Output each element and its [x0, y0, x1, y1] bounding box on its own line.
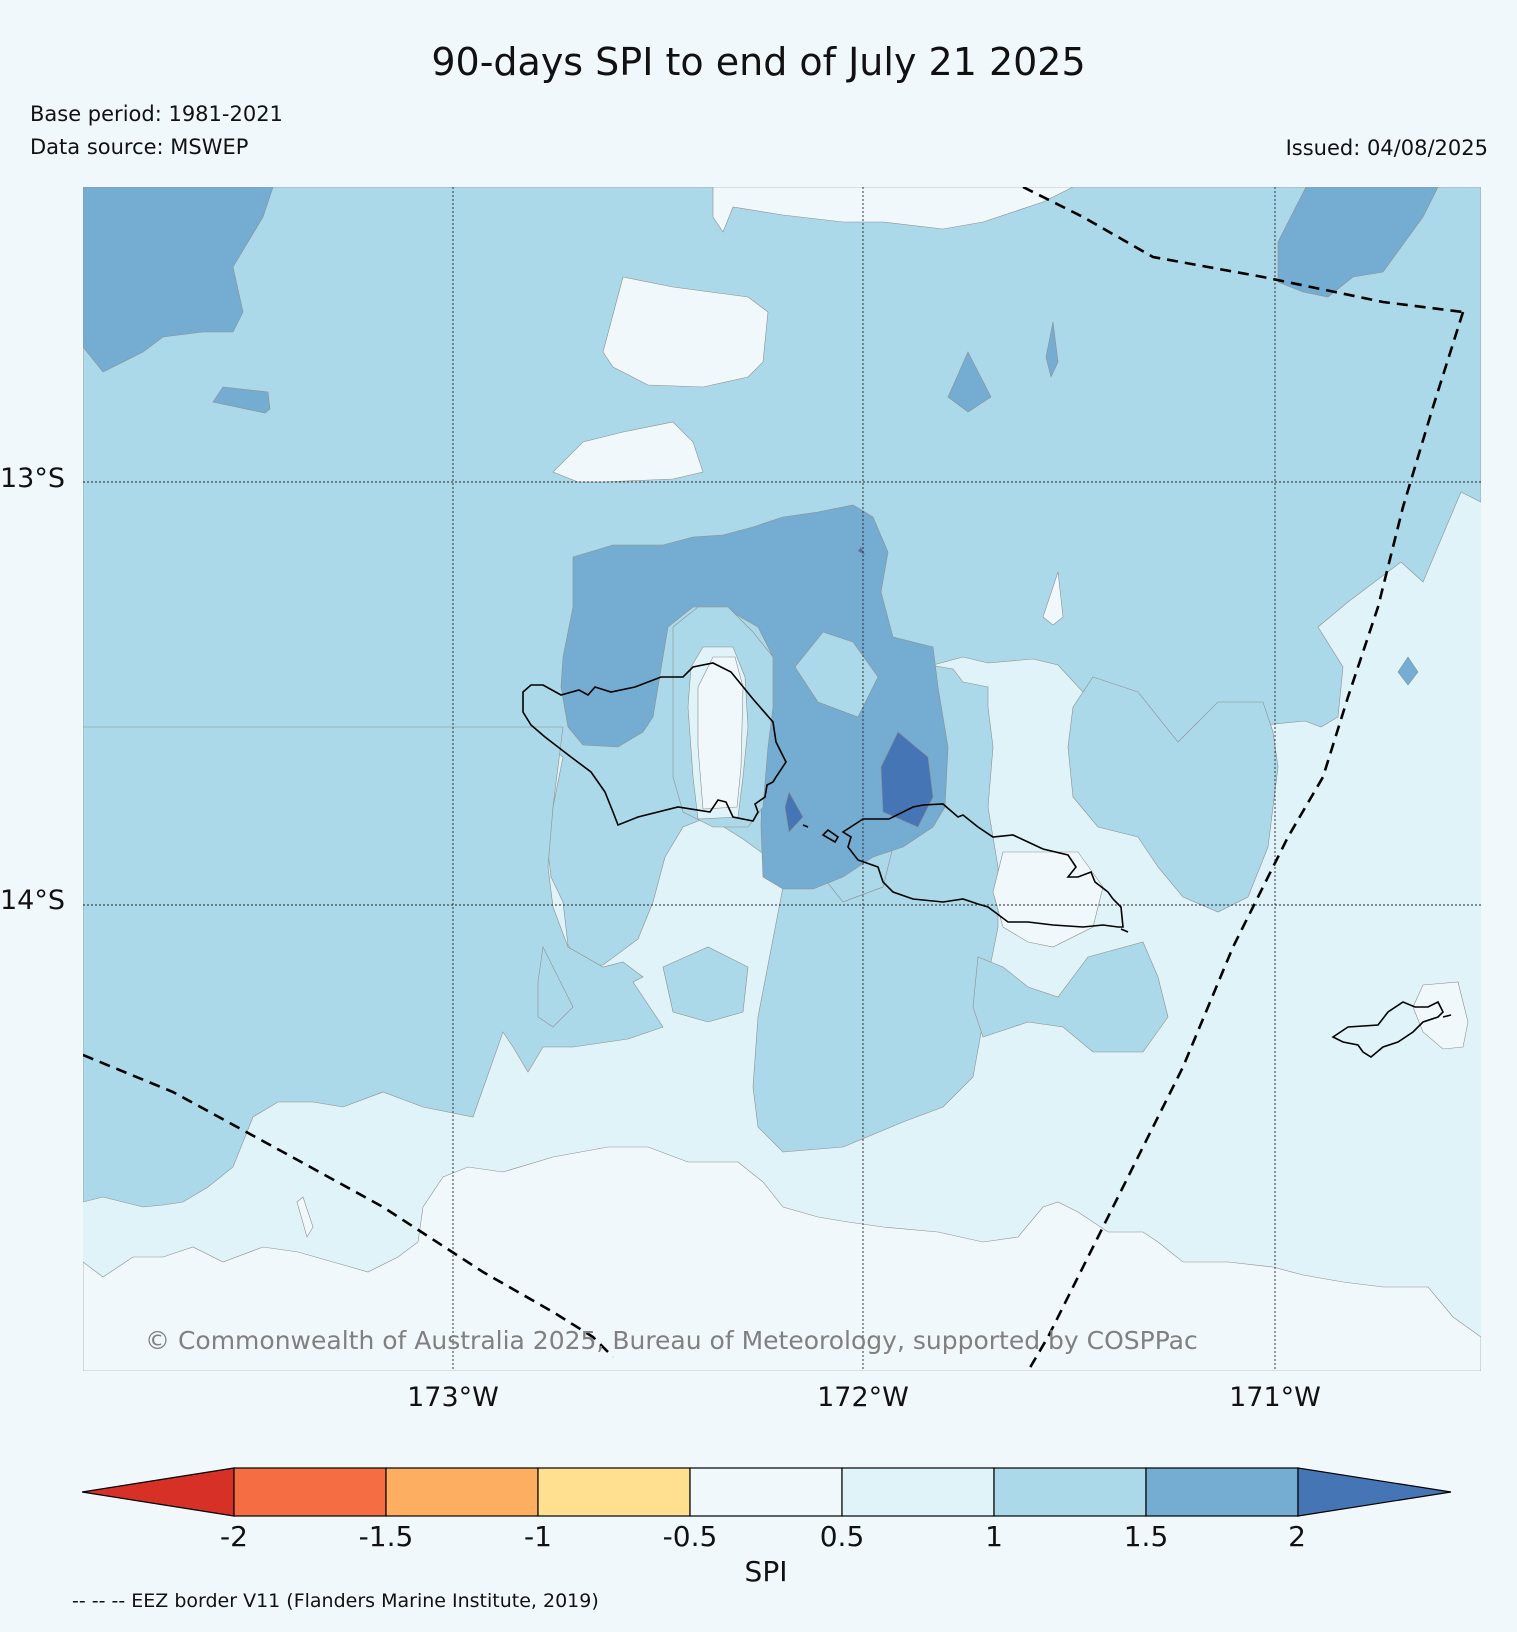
colorbar-segment: [233, 1467, 387, 1517]
spi-zone-1p5-2-spot2: [1045, 321, 1059, 378]
spi-zone-lt0p5-south: [83, 1146, 1481, 1371]
base-period: Base period: 1981-2021: [30, 102, 283, 126]
spi-zone-lt0p5-e: [992, 851, 1104, 948]
lon-label-173w: 173°W: [407, 1382, 499, 1413]
colorbar-tick-label: -1.5: [358, 1520, 414, 1553]
colorbar-tick-label: 1.5: [1123, 1520, 1169, 1553]
colorbar-segment: [993, 1467, 1147, 1517]
spi-zone-lt0p5-a: [602, 276, 769, 388]
spi-zone-lt0p5-d: [1042, 571, 1064, 626]
colorbar-segment: [537, 1467, 691, 1517]
colorbar-tick-label: 1: [985, 1520, 1003, 1553]
colorbar-segment: [1145, 1467, 1299, 1517]
spi-colorbar: [82, 1467, 1452, 1517]
colorbar-title: SPI: [744, 1555, 788, 1588]
lon-label-171w: 171°W: [1229, 1382, 1321, 1413]
coastline-tutuila: [1331, 1000, 1452, 1058]
spi-zone-1-1p5-inner2: [794, 631, 879, 718]
colorbar-tick-label: -2: [220, 1520, 248, 1553]
spi-zone-1-1p5-south1: [972, 941, 1169, 1053]
spi-zone-1p5-2-spot3: [1397, 656, 1419, 686]
lat-label-14s: 14°S: [0, 885, 65, 916]
coastline-samoa: [522, 662, 1129, 933]
colorbar-tick-label: -1: [524, 1520, 552, 1553]
spi-zone-gt2-a: [880, 731, 934, 828]
eez-footnote: -- -- -- EEZ border V11 (Flanders Marine…: [72, 1590, 599, 1612]
spi-zone-1p5-2-spot: [947, 351, 992, 413]
lon-label-172w: 172°W: [817, 1382, 909, 1413]
colorbar-tick-label: 2: [1288, 1520, 1306, 1553]
issued-date: Issued: 04/08/2025: [1285, 136, 1488, 160]
colorbar-tick-label: 0.5: [819, 1520, 865, 1553]
data-source: Data source: MSWEP: [30, 135, 249, 159]
spi-zone-1-1p5-west: [83, 726, 664, 1208]
colorbar-segment: [689, 1467, 843, 1517]
spi-zone-1-1p5-east: [1067, 676, 1279, 913]
lat-label-13s: 13°S: [0, 463, 65, 494]
colorbar-segment: [385, 1467, 539, 1517]
map-title: 90-days SPI to end of July 21 2025: [431, 40, 1086, 84]
spi-zone-1p5-2-nw-small: [212, 386, 271, 414]
colorbar-segment: [82, 1467, 235, 1517]
spi-zone-1p5-2-nw: [83, 187, 274, 373]
copyright-text: © Commonwealth of Australia 2025, Bureau…: [145, 1326, 1198, 1355]
spi-map: © Commonwealth of Australia 2025, Bureau…: [83, 187, 1481, 1371]
spi-zone-1p5-2-ne: [1277, 187, 1439, 298]
graticule: [83, 187, 1481, 1371]
spi-zone-lt0p5-b: [552, 421, 704, 483]
colorbar-segment: [841, 1467, 995, 1517]
eez-border: [83, 187, 1465, 1371]
colorbar-segment: [1297, 1467, 1452, 1517]
spi-zone-1-1p5-south3: [537, 946, 574, 1028]
spi-zone-1-1p5-south2: [662, 946, 749, 1023]
spi-zone-lt0p5-sw: [296, 1196, 314, 1238]
spi-zone-lt0p5-core: [697, 656, 744, 810]
colorbar-tick-label: -0.5: [662, 1520, 718, 1553]
spi-zone-1p5-2-central: [560, 504, 949, 890]
spi-zone-gt2-b: [784, 791, 804, 833]
